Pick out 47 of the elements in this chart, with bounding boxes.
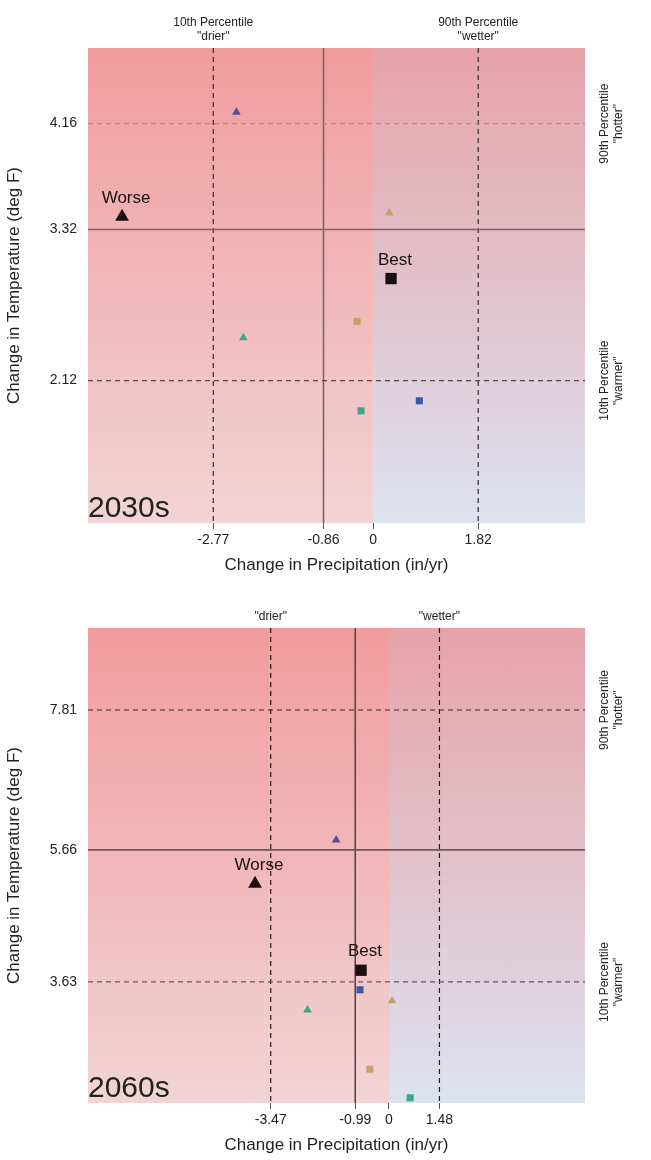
point: [406, 1094, 414, 1102]
point: [331, 835, 341, 843]
point: [115, 208, 129, 221]
x-tick-label: 0: [385, 1111, 394, 1128]
y-tick-label: 5.66: [49, 840, 78, 857]
y-tick-label: 4.16: [49, 114, 78, 131]
ref-line-label: "drier": [254, 609, 287, 623]
x-tick-label: -0.99: [339, 1111, 372, 1128]
y-tick-label: 3.32: [49, 220, 78, 237]
x-tick-label: 1.82: [464, 531, 493, 548]
ref-line-label: 90th Percentile "wetter": [438, 15, 519, 43]
x-axis-title: Change in Precipitation (in/yr): [224, 1135, 449, 1155]
series-label: Worse: [101, 187, 151, 207]
point: [232, 107, 241, 115]
y-tick-label: 2.12: [49, 371, 78, 388]
point: [353, 317, 361, 325]
point: [366, 1065, 374, 1073]
point: [248, 875, 262, 888]
x-tick-label: -2.77: [197, 531, 230, 548]
point: [385, 272, 397, 285]
ref-line-label: 90th Percentile "hotter": [597, 83, 625, 164]
point: [387, 995, 397, 1004]
y-tick-label: 3.63: [49, 972, 78, 989]
x-tick-label: 1.48: [425, 1111, 454, 1128]
ref-line-label: 10th Percentile "warmer": [597, 941, 625, 1022]
y-axis-title: Change in Temperature (deg F): [3, 747, 23, 984]
text: 2060s: [88, 1070, 170, 1103]
ref-line-label: 10th Percentile "warmer": [597, 340, 625, 421]
y-axis-title: Change in Temperature (deg F): [3, 167, 23, 404]
ref-line-label: 90th Percentile "hotter": [597, 669, 625, 751]
point: [415, 397, 423, 405]
x-axis-title: Change in Precipitation (in/yr): [224, 555, 449, 575]
point: [357, 407, 365, 415]
point: [355, 964, 367, 976]
x-tick-label: 0: [369, 531, 378, 548]
text: 2030s: [88, 490, 170, 523]
x-tick-label: -0.86: [307, 531, 340, 548]
ref-line-label: "wetter": [418, 609, 461, 623]
y-tick-label: 7.81: [49, 700, 78, 717]
series-label: Best: [378, 249, 413, 269]
series-label: Worse: [234, 854, 284, 874]
point: [303, 1004, 312, 1013]
point: [238, 332, 248, 341]
x-tick-label: -3.47: [254, 1111, 287, 1128]
ref-line-label: 10th Percentile "drier": [173, 15, 254, 43]
point: [384, 208, 394, 216]
point: [356, 986, 364, 994]
